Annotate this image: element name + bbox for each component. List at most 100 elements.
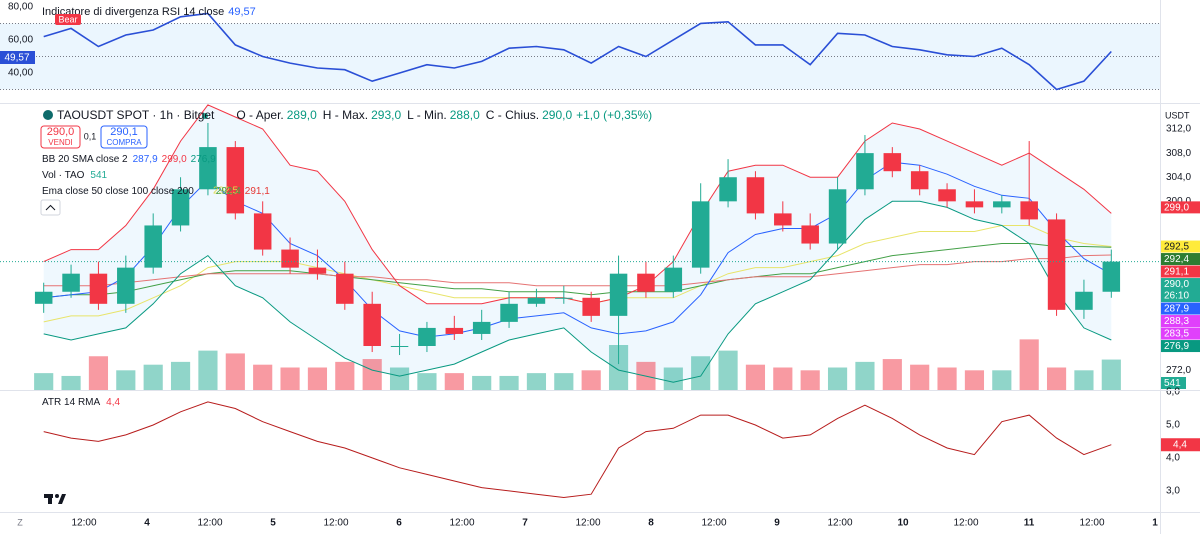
price-badge (1161, 315, 1200, 328)
bb-line (43, 104, 1112, 305)
price-badge (1161, 278, 1200, 303)
buy-label[interactable]: COMPRA (106, 138, 142, 147)
volume-bar (417, 373, 437, 390)
price-badge (1161, 265, 1200, 278)
sell-box[interactable] (40, 125, 81, 149)
volume-bar (691, 356, 711, 390)
candle-body (363, 303, 381, 346)
candle-body (828, 189, 847, 244)
candle-body (171, 189, 190, 226)
volume-bar (773, 367, 793, 390)
currency-button[interactable] (1164, 108, 1194, 123)
x-tick-label: 10 (897, 518, 909, 529)
volume-bar (253, 364, 273, 390)
ema-value: 292,5 (213, 186, 238, 197)
market-status (202, 113, 208, 119)
volume-bar (992, 370, 1012, 390)
candle-body (910, 171, 929, 190)
buy-box[interactable] (100, 125, 148, 149)
buy-button[interactable]: 290,1 COMPRA (100, 125, 148, 149)
bb-value: 276,9 (191, 154, 216, 165)
sell-button[interactable]: 290,0 VENDI (40, 125, 81, 149)
volume-bar (34, 373, 54, 390)
x-tick-label: 12:00 (197, 518, 222, 529)
candle-body (253, 213, 272, 250)
y-tick-label: 3,0 (1166, 486, 1180, 497)
change: +1,0 (+0,35%) (576, 108, 652, 122)
value-badge (1161, 438, 1200, 452)
volume-bar (937, 367, 957, 390)
price-badge-label: 292,4 (1164, 254, 1189, 265)
y-tick-label: 4,0 (1166, 453, 1180, 464)
volume-bar (718, 350, 738, 390)
collapse-box[interactable] (40, 199, 61, 216)
x-tick-label: 9 (774, 518, 780, 529)
atr-title: ATR 14 RMA (42, 397, 100, 408)
ohlc-value: 290,0 (542, 108, 572, 122)
candle-body (883, 153, 902, 172)
volume-bar (827, 367, 848, 390)
volume-bar (499, 375, 519, 390)
volume-badge-label: 541 (1164, 378, 1181, 389)
candle-body (582, 297, 600, 316)
volume-bar (116, 370, 136, 390)
volume-bar (581, 370, 601, 390)
volume-bar (335, 361, 355, 390)
candle-body (719, 177, 737, 202)
collapse-icon[interactable] (45, 204, 56, 211)
ohlc-value: 288,0 (450, 108, 480, 122)
volume-bar (554, 373, 574, 390)
logo-part (55, 494, 59, 498)
tv-logo (44, 494, 66, 504)
price-badge (1161, 253, 1200, 266)
price-badge-label: 291,1 (1164, 267, 1189, 278)
y-tick-label: 60,00 (8, 35, 33, 46)
timezone-button[interactable]: Z (17, 517, 23, 527)
ema-line (43, 254, 1112, 287)
x-tick-label: 5 (270, 518, 276, 529)
collapse-button[interactable] (40, 199, 61, 216)
volume-legend: Vol · TAO 541 (42, 170, 108, 181)
price-badge-timer: 26:10 (1164, 291, 1189, 302)
volume-bar (143, 364, 163, 390)
candle-body (774, 213, 792, 226)
volume-bar (444, 373, 464, 390)
ema-legend: Ema close 50 close 100 close 200 292,4 291… (42, 186, 270, 197)
ohlc-value: 289,0 (287, 108, 317, 122)
volume-bar (225, 353, 245, 390)
volume-bar (1074, 370, 1094, 390)
symbol-title: TAOUSDT SPOT · 1h · Bitget (57, 108, 215, 122)
y-tick-label: 5,0 (1166, 420, 1180, 431)
x-tick-label: 12:00 (953, 518, 978, 529)
candle-body (856, 153, 874, 190)
rsi-badge-label: 49,57 (4, 53, 29, 64)
currency[interactable]: USDT (1165, 110, 1190, 120)
volume-bar (800, 370, 820, 390)
sell-price[interactable]: 290,0 (47, 126, 75, 138)
volume-bar (608, 345, 629, 390)
x-tick-label: 11 (1024, 518, 1035, 529)
candle-body (418, 327, 436, 346)
volume-bar (198, 350, 218, 390)
spread: 0,1 (84, 131, 97, 141)
buy-price[interactable]: 290,1 (110, 126, 138, 138)
volume-bar (1046, 367, 1067, 390)
y-tick-label: 80,00 (8, 2, 33, 13)
atr-value: 4,4 (106, 397, 120, 408)
candle-body (500, 303, 518, 322)
rsi-badge (0, 51, 35, 64)
indicator-line (43, 12, 1112, 91)
symbol-logo (43, 110, 53, 120)
sell-label[interactable]: VENDI (48, 138, 72, 147)
x-tick-label: 12:00 (71, 518, 96, 529)
price-badge-label: 283,5 (1164, 329, 1189, 340)
logo-part (58, 494, 66, 504)
candle-body (62, 273, 80, 292)
x-tick-label: 8 (648, 518, 654, 529)
bb-fill (43, 104, 1112, 383)
candle-body (34, 291, 53, 304)
volume-bar (964, 370, 985, 390)
ema-title: Ema close 50 close 100 close 200 (42, 186, 194, 197)
volume-title: Vol · TAO (42, 170, 85, 181)
volume-bar (882, 359, 902, 390)
